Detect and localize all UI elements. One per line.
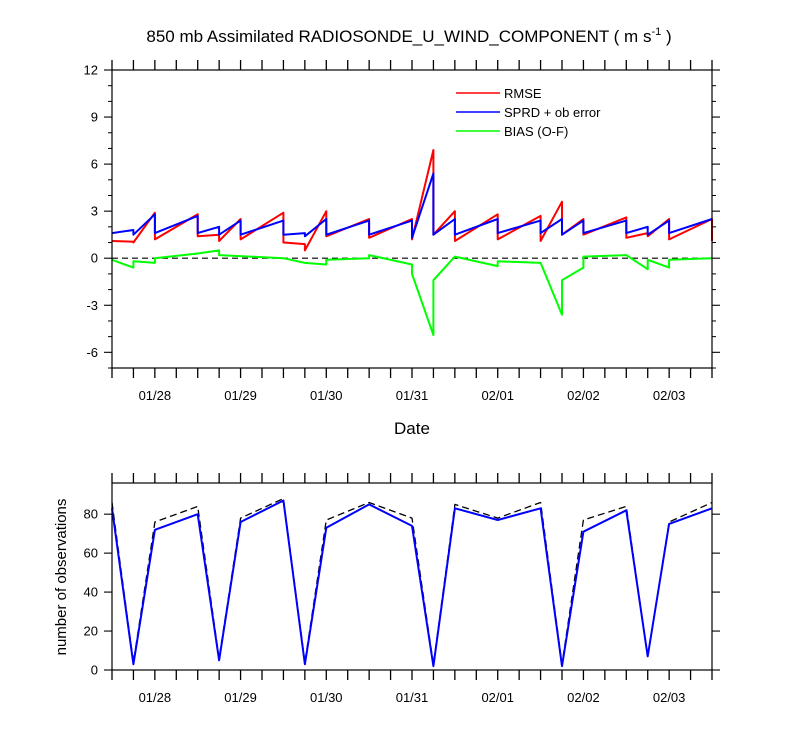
legend: RMSE SPRD + ob error BIAS (O-F) bbox=[456, 86, 601, 139]
bottom-series-available bbox=[111, 497, 713, 665]
legend-label-bias: BIAS (O-F) bbox=[504, 124, 568, 139]
bottom-xtick-label: 01/29 bbox=[224, 690, 257, 705]
bottom-xtick-label: 02/01 bbox=[481, 690, 514, 705]
bottom-ytick-label: 0 bbox=[91, 663, 98, 678]
top-series-sprd-ob-error bbox=[111, 172, 713, 239]
bottom-xtick-label: 02/02 bbox=[567, 690, 600, 705]
bottom-ytick-label: 20 bbox=[84, 624, 98, 639]
x-axis-label: Date bbox=[394, 419, 430, 438]
top-ytick-label: 0 bbox=[91, 251, 98, 266]
bottom-series-assimilated bbox=[111, 499, 713, 668]
legend-label-sprd: SPRD + ob error bbox=[504, 105, 601, 120]
top-xtick-label: 02/03 bbox=[653, 388, 686, 403]
top-series-bias-o-f bbox=[111, 249, 713, 337]
top-ytick-label: 3 bbox=[91, 204, 98, 219]
observation-count-panel: 0 20 40 60 80 01/28 01/29 01/30 01/31 02/01 02/02… bbox=[53, 473, 720, 705]
chart-title-end: ) bbox=[661, 27, 671, 46]
top-xtick-label: 02/02 bbox=[567, 388, 600, 403]
top-xtick-label: 01/29 bbox=[224, 388, 257, 403]
top-xtick-label: 02/01 bbox=[481, 388, 514, 403]
bottom-xtick-label: 02/03 bbox=[653, 690, 686, 705]
bottom-plot-frame bbox=[111, 482, 713, 671]
chart-title-main: 850 mb Assimilated RADIOSONDE_U_WIND_COM… bbox=[146, 27, 651, 46]
top-ytick-label: 9 bbox=[91, 110, 98, 125]
bottom-xtick-label: 01/31 bbox=[396, 690, 429, 705]
bottom-xtick-label: 01/30 bbox=[310, 690, 343, 705]
top-xtick-label: 01/30 bbox=[310, 388, 343, 403]
top-ytick-label: -6 bbox=[86, 345, 98, 360]
y-axis-label-observations: number of observations bbox=[53, 499, 70, 656]
top-xtick-label: 01/28 bbox=[139, 388, 172, 403]
bottom-ytick-label: 80 bbox=[84, 507, 98, 522]
top-ytick-label: 12 bbox=[84, 63, 98, 78]
rmse-spread-bias-panel: -6 -3 0 3 6 9 12 01/28 01/29 01/30 01/31 02/01 02/0… bbox=[84, 60, 720, 438]
bottom-xtick-label: 01/28 bbox=[139, 690, 172, 705]
top-ytick-label: 6 bbox=[91, 157, 98, 172]
chart-title-superscript: -1 bbox=[651, 26, 661, 38]
top-xtick-label: 01/31 bbox=[396, 388, 429, 403]
top-ytick-label: -3 bbox=[86, 298, 98, 313]
bottom-ytick-label: 60 bbox=[84, 546, 98, 561]
chart-title: 850 mb Assimilated RADIOSONDE_U_WIND_COM… bbox=[146, 26, 671, 46]
bottom-ytick-label: 40 bbox=[84, 585, 98, 600]
legend-label-rmse: RMSE bbox=[504, 86, 542, 101]
